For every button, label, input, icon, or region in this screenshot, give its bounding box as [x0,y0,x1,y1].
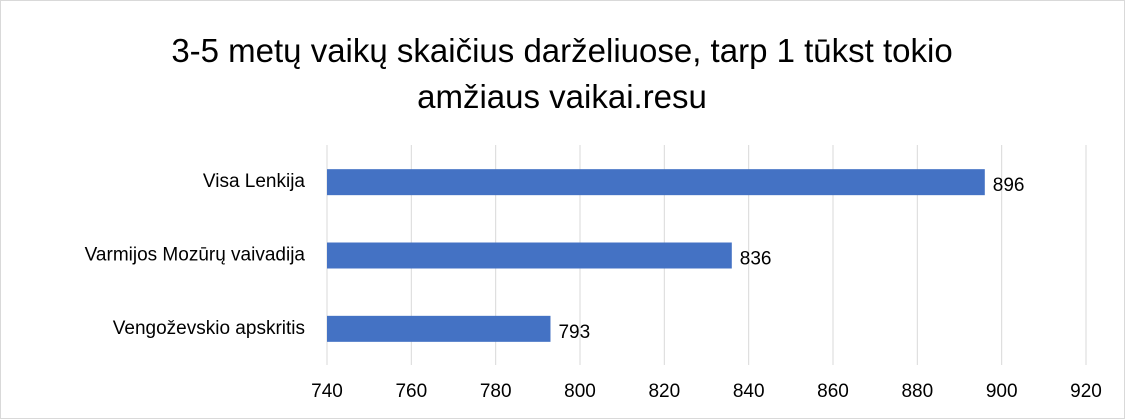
x-tick-label: 920 [1070,381,1102,402]
data-label: 836 [740,249,772,270]
y-tick-label: Visa Lenkija [203,171,306,192]
x-tick-label: 800 [564,381,596,402]
x-tick-label: 740 [311,381,343,402]
x-tick-label: 880 [901,381,933,402]
data-label: 896 [993,175,1025,196]
x-tick-label: 900 [986,381,1018,402]
x-tick-label: 820 [648,381,680,402]
x-tick-label: 760 [395,381,427,402]
x-tick-label: 840 [733,381,765,402]
y-tick-label: Varmijos Mozūrų vaivadija [85,245,306,266]
data-label: 793 [558,322,590,343]
chart-title: 3-5 metų vaikų skaičius darželiuose, tar… [171,32,953,115]
bar [327,169,985,196]
bar [327,242,732,269]
x-tick-label: 780 [480,381,512,402]
bar [327,315,551,342]
y-tick-label: Vengoževskio apskritis [113,318,305,339]
x-tick-label: 860 [817,381,849,402]
